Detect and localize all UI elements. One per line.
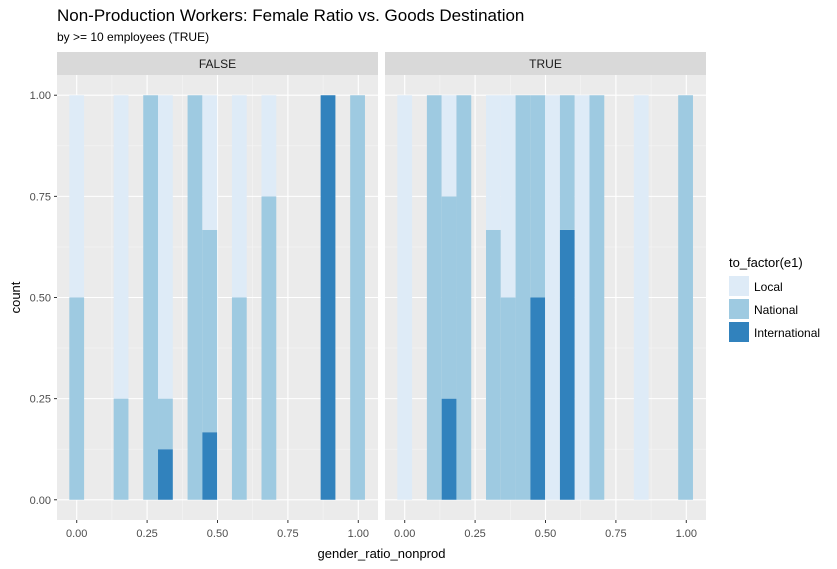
bar-segment-international — [320, 95, 336, 500]
bar-segment-international — [158, 449, 173, 500]
bar-segment-local — [261, 95, 277, 197]
bar-segment-national — [350, 95, 365, 500]
bar-segment-international — [530, 297, 546, 500]
bar-segment-national — [500, 297, 516, 500]
bar-segment-national — [559, 95, 575, 230]
x-tick-label: 0.50 — [207, 528, 228, 540]
bar-segment-local — [397, 95, 413, 500]
y-tick-label: 0.75 — [30, 191, 51, 203]
x-tick-label: 0.75 — [277, 528, 298, 540]
x-axis-title: gender_ratio_nonprod — [318, 546, 446, 561]
y-tick-label: 1.00 — [30, 90, 51, 102]
facet-strip — [385, 52, 706, 75]
bar-segment-national — [158, 398, 173, 450]
x-tick-label: 0.25 — [464, 528, 485, 540]
bar-segment-national — [486, 229, 501, 500]
bar-segment-national — [187, 95, 203, 500]
bar-segment-national — [678, 95, 693, 500]
bar-segment-national — [426, 95, 442, 500]
chart-subtitle: by >= 10 employees (TRUE) — [57, 30, 210, 44]
legend-label: National — [754, 303, 798, 317]
legend-label: International — [754, 326, 820, 340]
bar-segment-international — [559, 229, 575, 500]
bar-segment-national — [589, 95, 605, 500]
bar-segment-local — [113, 95, 129, 399]
x-tick-label: 0.00 — [394, 528, 415, 540]
bar-segment-international — [441, 398, 457, 500]
x-tick-label: 0.50 — [535, 528, 556, 540]
facet-strip-label: TRUE — [529, 57, 562, 71]
bar-segment-national — [113, 398, 129, 500]
legend-title: to_factor(e1) — [729, 255, 803, 270]
bar-segment-national — [231, 297, 247, 500]
bar-segment-local — [158, 95, 173, 399]
x-tick-label: 1.00 — [348, 528, 369, 540]
x-tick-label: 0.75 — [605, 528, 626, 540]
x-tick-label: 1.00 — [676, 528, 697, 540]
y-tick-label: 0.00 — [30, 495, 51, 507]
bar-segment-national — [202, 229, 218, 433]
legend-label: Local — [754, 280, 783, 294]
bar-segment-national — [143, 95, 159, 500]
bar-segment-local — [633, 95, 649, 500]
bar-segment-national — [530, 95, 546, 298]
y-tick-label: 0.50 — [30, 293, 51, 305]
bar-segment-local — [441, 95, 457, 197]
x-tick-label: 0.00 — [66, 528, 87, 540]
bar-segment-national — [456, 95, 472, 500]
facet-strip — [57, 52, 378, 75]
bar-segment-local — [486, 95, 501, 230]
bar-segment-national — [69, 297, 85, 500]
bar-segment-local — [574, 95, 590, 500]
bar-segment-local — [500, 95, 516, 298]
bar-segment-national — [441, 196, 457, 399]
bar-segment-local — [69, 95, 85, 298]
bar-segment-local — [231, 95, 247, 298]
x-tick-label: 0.25 — [136, 528, 157, 540]
facet-strip-label: FALSE — [199, 57, 236, 71]
legend-key-national — [729, 299, 749, 319]
y-tick-label: 0.25 — [30, 394, 51, 406]
chart-title: Non-Production Workers: Female Ratio vs.… — [57, 6, 525, 25]
legend-key-local — [729, 276, 749, 296]
bar-segment-national — [515, 95, 531, 500]
bar-segment-local — [545, 95, 560, 500]
bar-segment-local — [202, 95, 218, 230]
legend-key-international — [729, 322, 749, 342]
bar-segment-international — [202, 432, 218, 500]
y-axis-title: count — [8, 281, 23, 313]
bar-segment-national — [261, 196, 277, 500]
